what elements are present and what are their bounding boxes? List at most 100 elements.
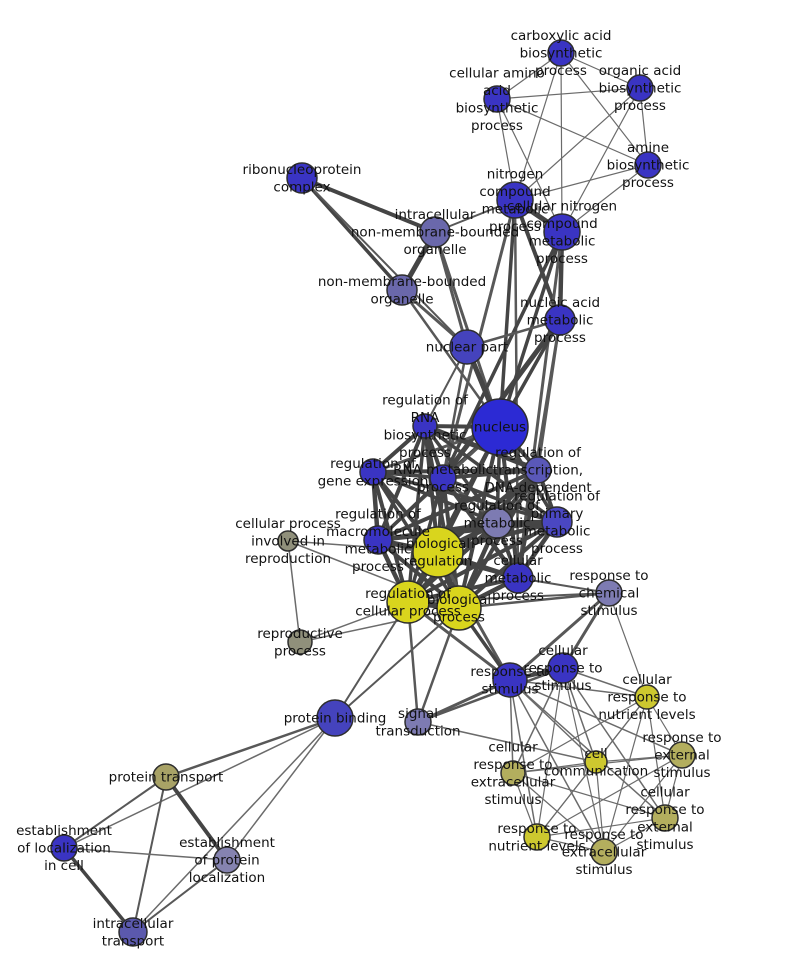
node-cellprocrep[interactable] <box>277 530 299 552</box>
node-organic[interactable] <box>626 74 654 102</box>
node-respnut[interactable] <box>523 823 551 851</box>
node-nuclearpart[interactable] <box>449 329 485 365</box>
edge-carbox-amine <box>560 52 649 166</box>
edge-bioproc-respchem <box>457 591 611 610</box>
edge-estprot-proteinbind <box>226 717 336 861</box>
edge-regtrans-reggene <box>371 468 540 474</box>
edge-carbox-cellnitro <box>560 52 563 233</box>
node-proteinbind[interactable] <box>316 699 354 737</box>
edge-cellprocrep-reprod <box>287 540 301 643</box>
node-respextra[interactable] <box>590 838 618 866</box>
node-regmet[interactable] <box>481 507 513 539</box>
node-label-line: cellular process <box>235 516 341 532</box>
edge-cellrespext-respnut <box>536 817 666 838</box>
edge-cellrespstim-respextra <box>562 667 605 853</box>
edge-nitrogen-nucleus <box>498 198 517 429</box>
node-amino[interactable] <box>483 85 511 113</box>
node-estprot[interactable] <box>213 846 241 874</box>
node-bioreg[interactable] <box>412 526 464 578</box>
edge-cellprocrep-bioproc <box>287 540 460 609</box>
nodes-layer <box>50 39 696 947</box>
edge-estprot-intratrans <box>132 859 228 933</box>
edge-proteinbind-estloc <box>63 717 336 849</box>
edge-cellcomm-respnut <box>536 761 597 838</box>
edge-nitrogen-cellmet <box>513 198 520 580</box>
edge-prottrans-estprot <box>164 775 229 862</box>
node-cellnitro[interactable] <box>543 213 581 251</box>
edge-reprod-bioproc <box>299 607 460 643</box>
node-regrna[interactable] <box>412 413 438 439</box>
node-signal[interactable] <box>404 708 432 736</box>
edge-cellrespstim-cellrespextra <box>512 667 564 774</box>
edge-cellcomm-signal <box>417 721 597 763</box>
node-intraorg[interactable] <box>419 216 451 248</box>
node-bioproc[interactable] <box>436 585 482 631</box>
edge-cellrespstim-cellrespext <box>562 667 666 819</box>
edge-organic-nitrogen <box>514 87 641 201</box>
node-cellrespnut[interactable] <box>634 684 660 710</box>
node-reprod[interactable] <box>287 629 313 655</box>
edge-reggene-regmet <box>371 470 499 525</box>
edge-respstim-cellrespnut <box>509 679 648 698</box>
edge-estloc-estprot <box>63 847 228 861</box>
edge-proteinbind-prottrans <box>164 716 337 779</box>
node-prottrans[interactable] <box>152 763 180 791</box>
node-carbox[interactable] <box>547 39 575 67</box>
node-cellrespext[interactable] <box>651 804 679 832</box>
node-ribo[interactable] <box>286 162 318 194</box>
edge-carbox-organic <box>560 52 641 89</box>
node-respstim[interactable] <box>492 662 528 698</box>
node-cellrespstim[interactable] <box>547 652 579 684</box>
edge-carbox-nitrogen <box>514 52 562 201</box>
edge-organic-cellnitro <box>561 87 641 233</box>
node-label-line: cellular amino <box>449 65 545 81</box>
node-amine[interactable] <box>634 151 662 179</box>
node-nucleic[interactable] <box>544 304 576 336</box>
edges-layer <box>62 52 683 934</box>
node-rnamet[interactable] <box>429 464 457 492</box>
node-respchem[interactable] <box>595 579 623 607</box>
node-reggene[interactable] <box>359 458 387 486</box>
edge-prottrans-estloc <box>63 776 167 849</box>
edge-amine-nitrogen <box>514 164 649 201</box>
node-nitrogen[interactable] <box>496 181 534 219</box>
node-estloc[interactable] <box>50 834 78 862</box>
edge-cellrespstim-signal <box>416 666 565 724</box>
edge-respextra-cellrespextra <box>512 772 605 853</box>
edge-ribo-nuclearpart <box>301 177 468 348</box>
node-respext[interactable] <box>668 741 696 769</box>
node-regtrans[interactable] <box>524 456 552 484</box>
node-cellrespextra[interactable] <box>500 760 526 786</box>
node-label-line: nitrogen <box>487 166 544 182</box>
edge-organic-amino <box>496 87 641 100</box>
edge-reggene-regprim <box>371 470 559 524</box>
edge-intratrans-proteinbind <box>132 717 336 933</box>
edge-respstim-respextra <box>509 679 605 853</box>
edge-ribo-intraorg <box>300 176 437 234</box>
edge-proteinbind-bioproc <box>334 607 460 719</box>
edge-amino-cellnitro <box>496 98 563 233</box>
node-regprim[interactable] <box>541 506 573 538</box>
node-regmacro[interactable] <box>363 525 393 555</box>
edge-estloc-intratrans <box>62 846 135 934</box>
node-label-line: stimulus <box>484 792 541 808</box>
edge-proteinbind-regcell <box>334 601 409 719</box>
edge-regprim-regcell <box>406 520 559 604</box>
node-cellcomm[interactable] <box>584 750 608 774</box>
edge-ribo-nmborg <box>300 176 404 292</box>
node-regcell[interactable] <box>386 580 430 624</box>
node-nucleus[interactable] <box>471 398 529 456</box>
node-label-line: stimulus <box>636 837 693 853</box>
edge-amino-amine <box>496 98 649 166</box>
node-intratrans[interactable] <box>118 917 148 947</box>
edge-cellnitro-rnamet <box>441 230 564 480</box>
edge-regmacro-regprim <box>376 520 559 542</box>
edge-respchem-cellrespnut <box>608 592 648 698</box>
node-nmborg[interactable] <box>386 274 418 306</box>
edge-respext-respnut <box>536 754 683 838</box>
node-cellmet[interactable] <box>502 562 534 594</box>
edge-respstim-respnut <box>509 679 538 838</box>
edge-respchem-respstim <box>508 591 611 682</box>
